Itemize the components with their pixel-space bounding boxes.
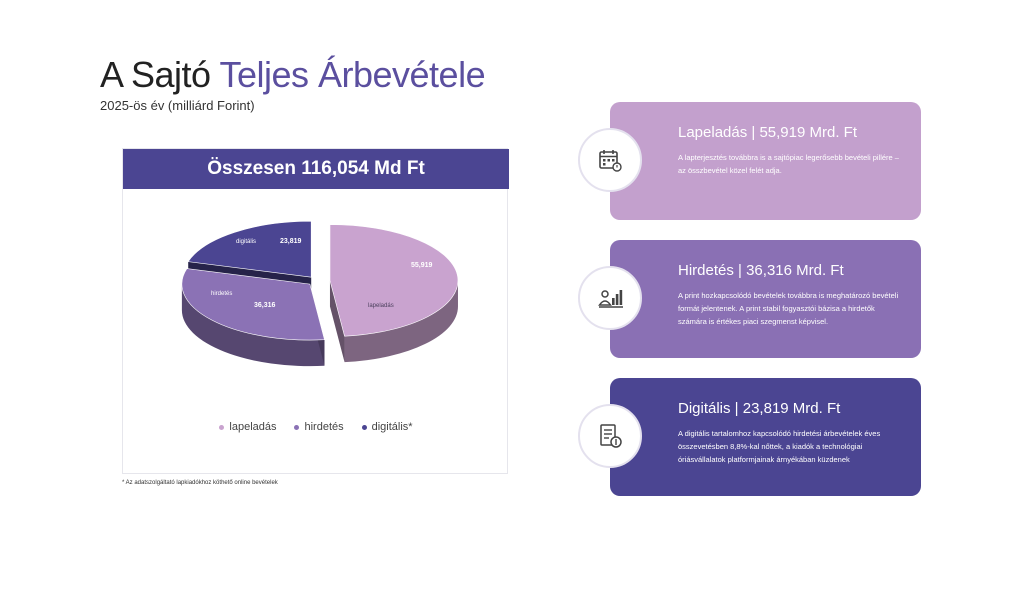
slice-value-2: 23,819	[280, 238, 302, 245]
page-subtitle: 2025-ös év (milliárd Forint)	[100, 98, 255, 113]
pie-slice-side-1	[181, 284, 325, 367]
chart-legend: lapeladás hirdetés digitális*	[123, 421, 509, 433]
calendar-icon	[578, 128, 642, 192]
card-text: A digitális tartalomhoz kapcsolódó hirde…	[678, 429, 881, 464]
chart-box: Összesen 116,054 Md Ft lapeladás 55,919 hi…	[122, 148, 509, 474]
slice-label-0: lapeladás	[368, 303, 394, 309]
title-part-2: Teljes Árbevétele	[219, 54, 486, 95]
legend-item-0: lapeladás	[219, 421, 276, 433]
title-part-1: A Sajtó	[100, 54, 211, 95]
legend-swatch	[361, 424, 367, 430]
legend-item-1: hirdetés	[294, 421, 344, 433]
pie-slice-2	[187, 220, 312, 278]
card-title: Hirdetés | 36,316 Mrd. Ft	[678, 262, 844, 279]
legend-label: digitális*	[371, 421, 413, 433]
slice-value-0: 55,919	[411, 262, 433, 269]
legend-swatch	[294, 424, 300, 430]
footnote: * Az adatszolgáltató lapkiadókhoz köthet…	[122, 480, 278, 486]
chart-title: Összesen 116,054 Md Ft	[123, 149, 509, 189]
slice-label-2: digitális	[236, 239, 256, 245]
document-money-icon	[578, 404, 642, 468]
card-hirdetes: Hirdetés | 36,316 Mrd. Ft A print hozkap…	[610, 240, 921, 358]
card-text: A lapterjesztés továbbra is a sajtópiac …	[678, 153, 899, 175]
page-title: A Sajtó Teljes Árbevétele	[100, 54, 486, 96]
pie-slice-1	[181, 268, 325, 341]
people-chart-icon	[578, 266, 642, 330]
legend-label: lapeladás	[229, 421, 277, 433]
card-text: A print hozkapcsolódó bevételek továbbra…	[678, 291, 899, 326]
slice-value-1: 36,316	[254, 302, 276, 309]
legend-label: hirdetés	[304, 421, 344, 433]
card-lapeladas: Lapeladás | 55,919 Mrd. Ft A lapterjeszt…	[610, 102, 921, 220]
legend-item-2: digitális*	[361, 421, 413, 433]
pie-slice-wall-0-1	[329, 280, 345, 363]
pie-slice-0	[329, 224, 459, 337]
pie-slice-side-0	[344, 280, 458, 363]
card-title: Digitális | 23,819 Mrd. Ft	[678, 400, 841, 417]
slice-label-1: hirdetés	[211, 291, 232, 297]
card-title: Lapeladás | 55,919 Mrd. Ft	[678, 124, 858, 141]
legend-swatch	[219, 424, 225, 430]
card-digitalis: Digitális | 23,819 Mrd. Ft A digitális t…	[610, 378, 921, 496]
pie-chart: lapeladás 55,919 hirdetés 36,316 digitális 23…	[181, 220, 459, 367]
